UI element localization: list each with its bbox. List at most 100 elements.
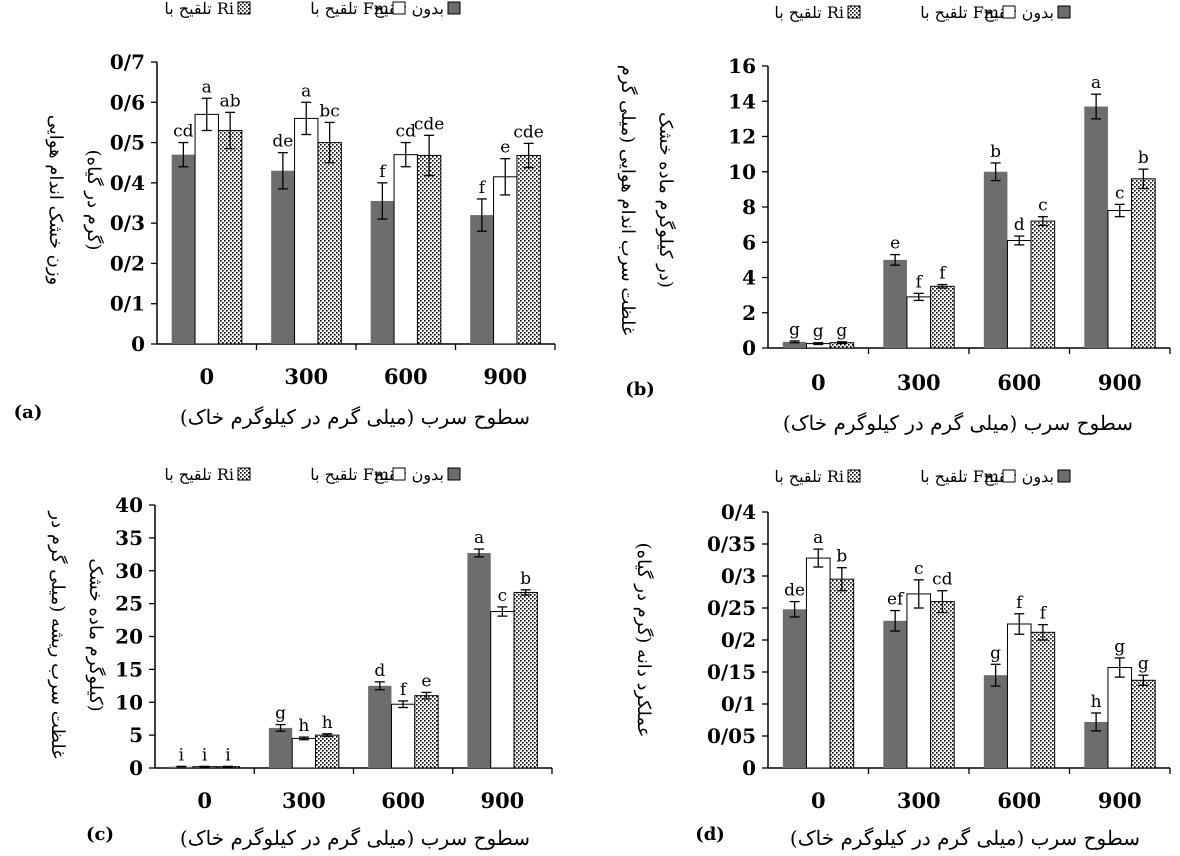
x-axis-title: سطوح سرب (میلی گرم در کیلوگرم خاک) (180, 826, 530, 850)
significance-letter: f (379, 162, 387, 182)
x-tick-label: 0 (811, 370, 826, 395)
y-axis-title: عملکرد دانه (گرم در گیاه) (633, 543, 655, 738)
bar (291, 737, 317, 769)
significance-letter: f (939, 264, 947, 284)
significance-letter: ef (887, 590, 905, 610)
y-tick-label: 0 (129, 756, 143, 780)
x-tick-label: 900 (480, 788, 524, 813)
significance-letter: d (374, 661, 385, 681)
bar (271, 170, 295, 344)
panel-label: (d) (695, 824, 725, 845)
x-tick-label: 900 (483, 364, 527, 389)
significance-letter: a (301, 81, 311, 101)
significance-letter: e (890, 234, 900, 254)
legend-solid-swatch (1057, 469, 1071, 483)
x-tick-label: 0 (197, 788, 212, 813)
bar (416, 154, 442, 345)
significance-letter: de (272, 132, 293, 152)
bar (414, 695, 439, 769)
significance-letter: b (990, 142, 1001, 162)
y-tick-label: 0/05 (707, 724, 756, 748)
y-tick-label: 0/15 (707, 660, 756, 684)
legend-solid-label: بدون تلقیح (374, 0, 444, 18)
legend-solid-swatch (447, 467, 461, 481)
y-tick-label: 16 (728, 54, 756, 78)
bar (1131, 679, 1156, 769)
y-tick-label: 15 (115, 657, 143, 681)
significance-letter: c (498, 586, 508, 606)
y-tick-label: 0/7 (110, 50, 145, 74)
y-tick-label: 8 (742, 195, 756, 219)
y-axis-title: وزن خشک اندام هوایی (45, 115, 66, 285)
legend-solid-label: بدون تلقیح (984, 467, 1054, 486)
significance-letter: g (1114, 637, 1125, 657)
significance-letter: g (275, 704, 286, 724)
y-tick-label: 0/3 (110, 211, 145, 235)
significance-letter: ab (220, 91, 241, 111)
bar (294, 117, 319, 345)
y-tick-label: 12 (728, 125, 756, 149)
significance-letter: i (202, 745, 208, 765)
y-tick-label: 4 (742, 266, 756, 290)
significance-letter: cde (414, 114, 444, 134)
bar (1006, 239, 1032, 349)
legend-dotted-swatch (237, 1, 251, 15)
bar (906, 593, 932, 769)
significance-letter: cd (173, 122, 194, 142)
significance-letter: a (202, 77, 212, 97)
significance-letter: a (813, 528, 823, 548)
y-tick-label: 0/4 (110, 171, 145, 195)
bar (883, 259, 907, 348)
x-tick-label: 900 (1098, 788, 1142, 813)
bar (393, 154, 418, 345)
significance-letter: d (1014, 215, 1025, 235)
significance-letter: f (916, 272, 924, 292)
bar (1084, 721, 1108, 768)
significance-letter: cde (513, 122, 543, 142)
significance-letter: b (836, 547, 847, 567)
significance-letter: f (400, 680, 408, 700)
bar (268, 727, 293, 768)
y-tick-label: 0 (742, 756, 756, 780)
significance-letter: g (990, 643, 1001, 663)
significance-letter: cd (932, 570, 953, 590)
bar (1084, 106, 1108, 348)
bar (930, 285, 955, 349)
x-tick-label: 600 (381, 788, 425, 813)
x-tick-label: 600 (384, 364, 428, 389)
significance-letter: c (1115, 183, 1125, 203)
bar (883, 620, 907, 768)
y-axis-title: در کیلوگرم ماده خشک) (655, 112, 677, 288)
y-tick-label: 0/4 (721, 500, 756, 524)
bar (513, 591, 538, 769)
bar (516, 154, 541, 345)
x-tick-label: 600 (997, 788, 1041, 813)
legend-dotted-swatch (847, 469, 861, 483)
significance-letter: g (789, 320, 800, 340)
significance-letter: e (500, 138, 510, 158)
x-tick-label: 300 (282, 788, 326, 813)
legend-dotted-label: تلقیح با Ri (164, 0, 234, 18)
y-tick-label: 0/5 (110, 131, 145, 155)
significance-letter: e (421, 671, 431, 691)
y-tick-label: 0/35 (707, 532, 756, 556)
y-axis-title: غلظت سرب ریشه (میلی گرم در (47, 510, 69, 758)
significance-letter: b (520, 569, 531, 589)
bar (805, 557, 831, 769)
x-axis-title: سطوح سرب (میلی گرم در کیلوگرم خاک) (783, 411, 1133, 435)
bar (1107, 210, 1133, 349)
bar (370, 200, 395, 344)
significance-letter: f (1016, 593, 1024, 613)
y-tick-label: 2 (742, 301, 756, 325)
bar (829, 578, 855, 769)
bar (493, 176, 518, 345)
significance-letter: a (474, 528, 484, 548)
y-tick-label: 0/6 (110, 90, 145, 114)
